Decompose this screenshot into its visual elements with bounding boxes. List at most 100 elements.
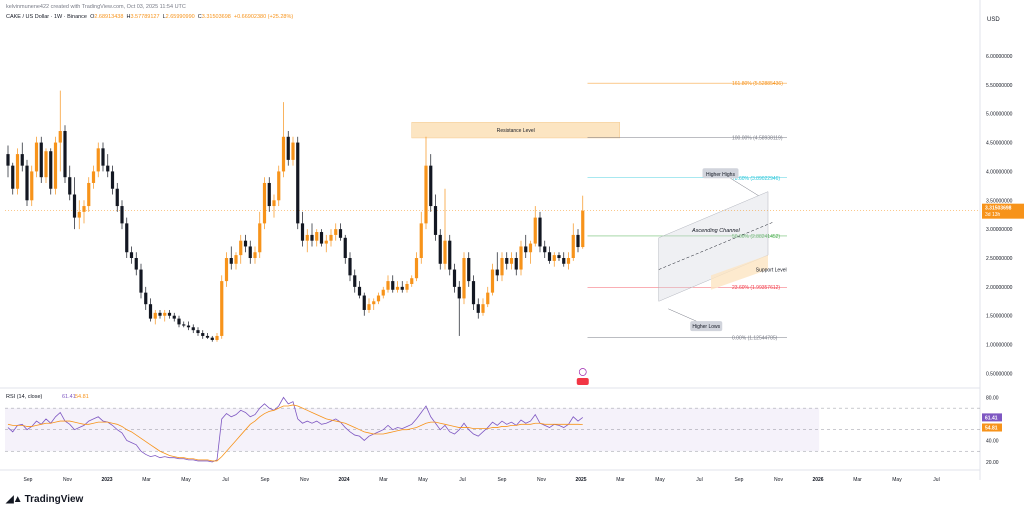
time-tick-label: Mar — [853, 477, 862, 483]
candle-body — [566, 258, 571, 264]
candle-body — [505, 258, 509, 264]
time-tick-label: Nov — [300, 477, 309, 483]
low-label: L — [162, 14, 166, 20]
time-tick-label: 2023 — [101, 477, 112, 483]
candle-body — [376, 295, 381, 302]
candle-body — [91, 171, 96, 183]
candle-body — [163, 312, 167, 316]
time-tick-label: Nov — [537, 477, 546, 483]
price-tick-label: 3.50000000 — [986, 198, 1013, 204]
price-tick-label: 5.50000000 — [986, 83, 1013, 89]
fib-level-label: 0.00% (1.12544785) — [732, 335, 778, 341]
candle-body — [210, 337, 214, 340]
candle-body — [400, 286, 404, 290]
candle-body — [201, 333, 205, 336]
time-tick-label: Jul — [459, 477, 465, 483]
candle-body — [353, 275, 357, 287]
candle-body — [509, 258, 514, 264]
brand-name: TradingView — [24, 494, 84, 505]
candle-body — [467, 258, 471, 282]
ohlc-legend: CAKE / US Dollar · 1W · Binance O2.68913… — [6, 13, 293, 21]
rsi-badge-text: 61.41 — [985, 415, 998, 421]
candle-body — [205, 335, 210, 338]
time-tick-label: May — [418, 477, 428, 483]
time-tick-label: Jul — [222, 477, 228, 483]
time-tick-label: Sep — [24, 477, 33, 483]
rsi-tick-label: 40.00 — [986, 438, 999, 444]
support-zone — [711, 255, 768, 290]
candle-body — [125, 223, 129, 253]
rsi-value: 61.41 — [62, 394, 76, 400]
candle-body — [538, 217, 542, 247]
candle-body — [286, 136, 290, 160]
time-tick-label: Sep — [498, 477, 507, 483]
time-tick-label: May — [655, 477, 665, 483]
close-label: C — [197, 14, 202, 20]
rsi-ma-badge — [982, 423, 1002, 432]
higher-lows-pointer — [668, 308, 697, 322]
candle-body — [153, 312, 157, 319]
candle-body — [15, 154, 20, 189]
candle-body — [391, 281, 395, 290]
time-tick-label: 2025 — [575, 477, 586, 483]
candle-body — [557, 255, 561, 259]
candle-body — [25, 165, 29, 201]
candle-body — [381, 289, 385, 296]
candle-body — [343, 237, 347, 259]
high-value: 3.57789127 — [130, 14, 160, 20]
candle-body — [495, 269, 499, 276]
rsi-ma-value: 54.81 — [75, 394, 89, 400]
candle-body — [139, 269, 143, 293]
candle-body — [300, 223, 305, 241]
candle-body — [63, 131, 67, 178]
candle-body — [462, 258, 466, 299]
candle-body — [429, 165, 433, 207]
resistance-label: Resistance Level — [497, 128, 535, 134]
price-tick-label: 6.00000000 — [986, 54, 1013, 60]
price-tick-label: 1.00000000 — [986, 343, 1013, 349]
candle-body — [519, 246, 523, 270]
last-price-countdown: 3d 13h — [985, 212, 1001, 218]
candle-body — [315, 232, 319, 241]
open-label: O — [90, 14, 95, 20]
candle-body — [348, 258, 352, 276]
candle-body — [215, 335, 219, 340]
candle-body — [305, 234, 309, 241]
candle-body — [158, 312, 162, 316]
candle-body — [481, 304, 485, 313]
symbol-label[interactable]: CAKE / US Dollar · 1W · Binance — [6, 14, 87, 20]
fib-level-label: 78.60% (3.89022946) — [732, 176, 780, 182]
candle-body — [357, 286, 362, 296]
created-by-text: kelvinmunene422 created with TradingView… — [6, 4, 186, 10]
candle-body — [258, 223, 262, 253]
time-tick-label: Nov — [774, 477, 783, 483]
higher-lows-label: Higher Lows — [692, 324, 720, 330]
candle-body — [262, 182, 267, 224]
candle-body — [148, 304, 153, 319]
candle-body — [186, 325, 191, 328]
high-label: H — [126, 14, 131, 20]
candle-body — [120, 206, 124, 224]
candle-body — [329, 234, 333, 241]
candle-body — [272, 200, 276, 207]
time-tick-label: Sep — [735, 477, 744, 483]
higher-lows-box — [690, 321, 723, 332]
candle-body — [452, 269, 457, 287]
channel-label: Ascending Channel — [691, 228, 740, 234]
time-tick-label: Jul — [696, 477, 702, 483]
candle-body — [362, 295, 366, 310]
candle-body — [405, 283, 409, 290]
candle-body — [547, 252, 552, 261]
candle-body — [253, 252, 257, 259]
currency-label: USD — [987, 17, 1000, 23]
tradingview-logo-icon: ◢▲ — [6, 494, 23, 505]
time-tick-label: Sep — [261, 477, 270, 483]
fib-level-label: 50.00% (2.88241452) — [732, 234, 780, 240]
candle-body — [581, 210, 585, 248]
candle-body — [229, 258, 233, 264]
fib-level-label: 100.00% (4.58938119) — [732, 135, 783, 141]
price-tick-label: 4.50000000 — [986, 141, 1013, 147]
candle-body — [134, 258, 138, 270]
candle-body — [87, 182, 91, 207]
